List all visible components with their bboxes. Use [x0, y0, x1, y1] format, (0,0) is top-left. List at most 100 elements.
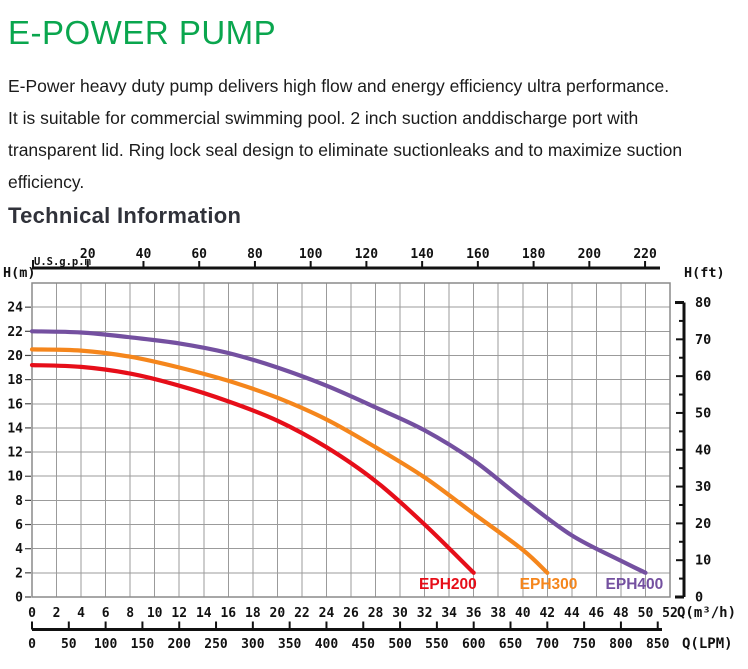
q-lpm-tick-label: 800 — [609, 637, 633, 652]
curve-EPH300 — [29, 347, 550, 575]
h-m-axis-title: H(m) — [3, 265, 36, 281]
h-m-tick-label: 6 — [15, 518, 23, 533]
gpm-tick-label: 80 — [247, 247, 263, 262]
chart-grid — [31, 282, 671, 598]
q-m3h-tick-label: 24 — [319, 606, 335, 621]
curve-EPH400 — [29, 329, 648, 575]
h-m-tick-label: 16 — [7, 397, 23, 412]
q-lpm-tick-label: 600 — [462, 637, 486, 652]
description-line: transparent lid. Ring lock seal design t… — [8, 140, 683, 160]
q-m3h-tick-label: 16 — [220, 606, 236, 621]
q-m3h-tick-label: 44 — [564, 606, 580, 621]
curve-labels: EPH200 EPH300 EPH400 — [419, 576, 663, 593]
q-m3h-tick-label: 20 — [270, 606, 286, 621]
q-m3h-tick-label: 8 — [126, 606, 134, 621]
gpm-tick-label: 180 — [522, 247, 546, 262]
gpm-tick-label: 20 — [80, 247, 96, 262]
q-m3h-tick-label: 38 — [490, 606, 506, 621]
h-m-tick-label: 18 — [7, 373, 23, 388]
h-ft-tick-label: 30 — [695, 479, 711, 495]
section-heading: Technical Information — [8, 203, 242, 228]
curve-label-EPH300: EPH300 — [520, 576, 578, 593]
q-lpm-tick-label: 500 — [388, 637, 412, 652]
q-lpm-tick-label: 200 — [167, 637, 191, 652]
q-m3h-axis: 0 2 4 6 8 10 12 14 16 18 20 22 24 26 28 30 32 34 36 38 40 42 4… — [28, 606, 678, 621]
h-ft-tick-label: 50 — [695, 405, 711, 421]
gpm-tick-label: 200 — [578, 247, 602, 262]
h-ft-tick-label: 40 — [695, 442, 711, 458]
q-lpm-tick-label: 450 — [352, 637, 376, 652]
gpm-axis-title: U.S.g.p.m — [34, 256, 91, 268]
gpm-tick-label: 60 — [191, 247, 207, 262]
h-m-tick-label: 12 — [7, 446, 23, 461]
h-m-tick-label: 10 — [7, 470, 23, 485]
q-lpm-axis-title: Q(LPM) — [682, 636, 733, 652]
gpm-tick-label: 140 — [410, 247, 434, 262]
gpm-tick-label: 220 — [633, 247, 657, 262]
h-ft-axis-title: H(ft) — [684, 265, 725, 281]
q-m3h-tick-label: 40 — [515, 606, 531, 621]
q-lpm-tick-label: 0 — [28, 637, 36, 652]
h-ft-tick-label: 60 — [695, 369, 711, 385]
q-m3h-tick-label: 2 — [53, 606, 61, 621]
pump-curve-chart: U.S.g.p.m20 40 60 80 100 120 140 160 180 200 220H(… — [3, 247, 736, 652]
h-ft-axis: 0 10 20 30 40 50 60 70 80 — [675, 295, 711, 606]
q-lpm-tick-label: 250 — [204, 637, 228, 652]
gpm-axis: U.S.g.p.m20 40 60 80 100 120 140 160 180 200 220 — [32, 247, 660, 270]
h-m-tick-label: 22 — [7, 325, 23, 340]
q-m3h-tick-label: 46 — [589, 606, 605, 621]
q-lpm-tick-label: 650 — [499, 637, 523, 652]
h-ft-tick-label: 0 — [695, 590, 703, 606]
q-m3h-tick-label: 28 — [368, 606, 384, 621]
gpm-tick-label: 40 — [136, 247, 152, 262]
q-m3h-tick-label: 4 — [77, 606, 85, 621]
description-line: It is suitable for commercial swimming p… — [8, 108, 639, 128]
q-m3h-tick-label: 22 — [294, 606, 310, 621]
axis-unit-labels: H(m) H(ft) Q(m³/h) Q(LPM) — [3, 265, 736, 652]
h-m-tick-label: 2 — [15, 566, 23, 581]
q-m3h-tick-label: 12 — [171, 606, 187, 621]
q-m3h-tick-label: 34 — [441, 606, 457, 621]
gpm-tick-label: 160 — [466, 247, 490, 262]
h-ft-tick-label: 10 — [695, 553, 711, 569]
q-m3h-tick-label: 14 — [196, 606, 212, 621]
q-lpm-tick-label: 750 — [572, 637, 596, 652]
page-title: E-POWER PUMP — [8, 14, 277, 51]
h-ft-tick-label: 80 — [695, 295, 711, 311]
q-m3h-tick-label: 18 — [245, 606, 261, 621]
h-m-tick-label: 24 — [7, 301, 23, 316]
pump-curves — [29, 329, 648, 575]
h-m-tick-label: 14 — [7, 421, 23, 436]
q-m3h-tick-label: 32 — [417, 606, 433, 621]
q-m3h-tick-label: 42 — [539, 606, 555, 621]
q-lpm-tick-label: 50 — [61, 637, 77, 652]
gpm-tick-label: 100 — [299, 247, 323, 262]
h-m-tick-label: 20 — [7, 349, 23, 364]
q-m3h-tick-label: 52 — [662, 606, 678, 621]
q-m3h-tick-label: 36 — [466, 606, 482, 621]
h-m-tick-label: 0 — [15, 591, 23, 606]
q-m3h-tick-label: 50 — [638, 606, 654, 621]
q-lpm-tick-label: 550 — [425, 637, 449, 652]
q-lpm-tick-label: 700 — [536, 637, 560, 652]
q-lpm-tick-label: 850 — [646, 637, 670, 652]
q-m3h-tick-label: 0 — [28, 606, 36, 621]
gpm-tick-label: 120 — [355, 247, 379, 262]
q-lpm-tick-label: 100 — [94, 637, 118, 652]
q-lpm-tick-label: 150 — [131, 637, 155, 652]
q-lpm-tick-label: 400 — [315, 637, 339, 652]
q-m3h-tick-label: 48 — [613, 606, 629, 621]
h-m-tick-label: 8 — [15, 494, 23, 509]
q-m3h-axis-title: Q(m³/h) — [677, 605, 736, 621]
q-lpm-axis: 0 50 100 150 200 250 300 350 400 450 500 550 600 650 7… — [28, 621, 670, 652]
q-lpm-tick-label: 350 — [278, 637, 302, 652]
h-ft-tick-label: 20 — [695, 516, 711, 532]
description-line: E-Power heavy duty pump delivers high fl… — [8, 76, 670, 96]
q-lpm-tick-label: 300 — [241, 637, 265, 652]
h-m-tick-label: 4 — [15, 542, 23, 557]
curve-label-EPH400: EPH400 — [606, 576, 664, 593]
q-m3h-tick-label: 26 — [343, 606, 359, 621]
q-m3h-tick-label: 6 — [102, 606, 110, 621]
q-m3h-tick-label: 30 — [392, 606, 408, 621]
